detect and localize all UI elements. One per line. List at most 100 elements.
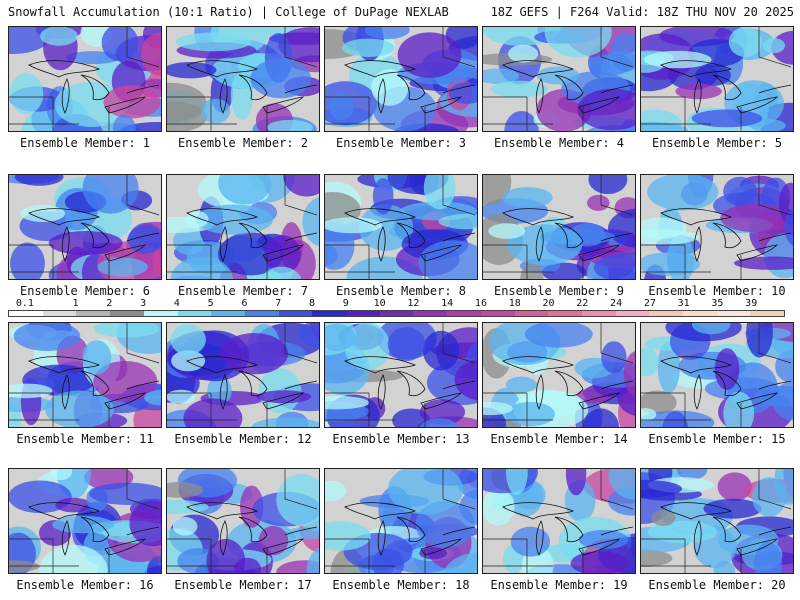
snowfall-map bbox=[167, 469, 319, 573]
snowfall-map bbox=[641, 323, 793, 427]
colorbar-swatch bbox=[346, 311, 380, 316]
ensemble-map-panel bbox=[166, 174, 320, 280]
ensemble-member-label: Ensemble Member: 5 bbox=[651, 136, 783, 150]
colorbar-tick-label: 31 bbox=[677, 298, 690, 309]
colorbar-swatch bbox=[447, 311, 481, 316]
colorbar-legend: 0.1 1 2 3 4 5 6 7 8 9 10 12 14 16 18 20 22 24 27 31 35 39 bbox=[8, 298, 785, 318]
ensemble-map-panel bbox=[640, 468, 794, 574]
ensemble-member-label: Ensemble Member: 15 bbox=[648, 432, 786, 446]
ensemble-member-label: Ensemble Member: 7 bbox=[177, 284, 309, 298]
ensemble-member-label: Ensemble Member: 11 bbox=[16, 432, 154, 446]
ensemble-member-label: Ensemble Member: 20 bbox=[648, 578, 786, 592]
snowfall-map bbox=[325, 469, 477, 573]
colorbar-swatch bbox=[615, 311, 650, 316]
colorbar-swatch bbox=[716, 311, 751, 316]
colorbar-tick-label: 35 bbox=[711, 298, 724, 309]
colorbar-tick-label: 12 bbox=[407, 298, 420, 309]
colorbar-swatch bbox=[110, 311, 144, 316]
colorbar-swatch bbox=[413, 311, 448, 316]
colorbar-swatch bbox=[581, 311, 616, 316]
snowfall-map bbox=[483, 27, 635, 131]
colorbar-tick-label: 0.1 bbox=[15, 298, 34, 309]
colorbar-swatch bbox=[278, 311, 313, 316]
colorbar-swatch bbox=[649, 311, 684, 316]
ensemble-member-label: Ensemble Member: 13 bbox=[332, 432, 470, 446]
ensemble-member-label: Ensemble Member: 1 bbox=[19, 136, 151, 150]
snowfall-map bbox=[9, 27, 161, 131]
colorbar-swatch bbox=[211, 311, 245, 316]
colorbar-swatch bbox=[312, 311, 347, 316]
ensemble-member-label: Ensemble Member: 6 bbox=[19, 284, 151, 298]
colorbar-tick-label: 4 bbox=[173, 298, 180, 309]
ensemble-map-panel bbox=[166, 26, 320, 132]
colorbar-swatch bbox=[42, 311, 77, 316]
ensemble-map-panel bbox=[482, 468, 636, 574]
colorbar-tick-label: 2 bbox=[106, 298, 113, 309]
colorbar-tick-label: 24 bbox=[610, 298, 623, 309]
colorbar-tick-label: 18 bbox=[508, 298, 521, 309]
ensemble-map-panel bbox=[166, 322, 320, 428]
colorbar-swatch bbox=[750, 311, 785, 316]
colorbar-tick-label: 1 bbox=[72, 298, 79, 309]
ensemble-member-label: Ensemble Member: 16 bbox=[16, 578, 154, 592]
snowfall-map bbox=[9, 469, 161, 573]
colorbar-swatch bbox=[514, 311, 549, 316]
colorbar-tick-label: 5 bbox=[207, 298, 214, 309]
ensemble-map-panel bbox=[640, 174, 794, 280]
snowfall-map bbox=[167, 323, 319, 427]
colorbar-tick-label: 22 bbox=[576, 298, 589, 309]
ensemble-map-panel bbox=[8, 468, 162, 574]
ensemble-map-panel bbox=[324, 26, 478, 132]
colorbar-swatches bbox=[8, 310, 785, 317]
ensemble-map-panel bbox=[8, 322, 162, 428]
ensemble-map-panel bbox=[166, 468, 320, 574]
colorbar-swatch bbox=[9, 311, 43, 316]
ensemble-map-panel bbox=[640, 322, 794, 428]
ensemble-map-panel bbox=[482, 174, 636, 280]
snowfall-map bbox=[325, 323, 477, 427]
colorbar-tick-label: 14 bbox=[441, 298, 454, 309]
ensemble-member-label: Ensemble Member: 18 bbox=[332, 578, 470, 592]
colorbar-tick-label: 7 bbox=[275, 298, 282, 309]
ensemble-member-label: Ensemble Member: 3 bbox=[335, 136, 467, 150]
colorbar-tick-label: 3 bbox=[140, 298, 147, 309]
colorbar-tick-label: 10 bbox=[373, 298, 386, 309]
snowfall-map bbox=[9, 175, 161, 279]
snowfall-map bbox=[167, 27, 319, 131]
snowfall-map bbox=[641, 27, 793, 131]
chart-title: Snowfall Accumulation (10:1 Ratio) | Col… bbox=[8, 5, 449, 19]
colorbar-tick-label: 39 bbox=[745, 298, 758, 309]
ensemble-member-label: Ensemble Member: 19 bbox=[490, 578, 628, 592]
ensemble-map-panel bbox=[324, 322, 478, 428]
ensemble-map-panel bbox=[324, 468, 478, 574]
ensemble-member-label: Ensemble Member: 12 bbox=[174, 432, 312, 446]
colorbar-tick-label: 6 bbox=[241, 298, 248, 309]
ensemble-member-label: Ensemble Member: 10 bbox=[648, 284, 786, 298]
ensemble-member-label: Ensemble Member: 14 bbox=[490, 432, 628, 446]
snowfall-map bbox=[167, 175, 319, 279]
colorbar-swatch bbox=[177, 311, 212, 316]
colorbar-swatch bbox=[683, 311, 717, 316]
snowfall-map bbox=[483, 469, 635, 573]
colorbar-tick-label: 27 bbox=[643, 298, 656, 309]
colorbar-swatch bbox=[76, 311, 111, 316]
colorbar-swatch bbox=[548, 311, 582, 316]
colorbar-tick-label: 8 bbox=[309, 298, 316, 309]
snowfall-map bbox=[483, 323, 635, 427]
ensemble-map-panel bbox=[8, 174, 162, 280]
ensemble-member-label: Ensemble Member: 2 bbox=[177, 136, 309, 150]
colorbar-swatch bbox=[143, 311, 178, 316]
colorbar-tick-label: 9 bbox=[342, 298, 349, 309]
ensemble-member-label: Ensemble Member: 4 bbox=[493, 136, 625, 150]
ensemble-map-panel bbox=[324, 174, 478, 280]
ensemble-map-panel bbox=[640, 26, 794, 132]
model-run-valid-time: 18Z GEFS | F264 Valid: 18Z THU NOV 20 20… bbox=[490, 5, 794, 19]
colorbar-tick-label: 20 bbox=[542, 298, 555, 309]
snowfall-map bbox=[641, 175, 793, 279]
snowfall-map bbox=[325, 175, 477, 279]
colorbar-swatch bbox=[480, 311, 515, 316]
snowfall-map bbox=[483, 175, 635, 279]
ensemble-member-label: Ensemble Member: 8 bbox=[335, 284, 467, 298]
colorbar-tick-label: 16 bbox=[474, 298, 487, 309]
ensemble-map-panel bbox=[482, 322, 636, 428]
